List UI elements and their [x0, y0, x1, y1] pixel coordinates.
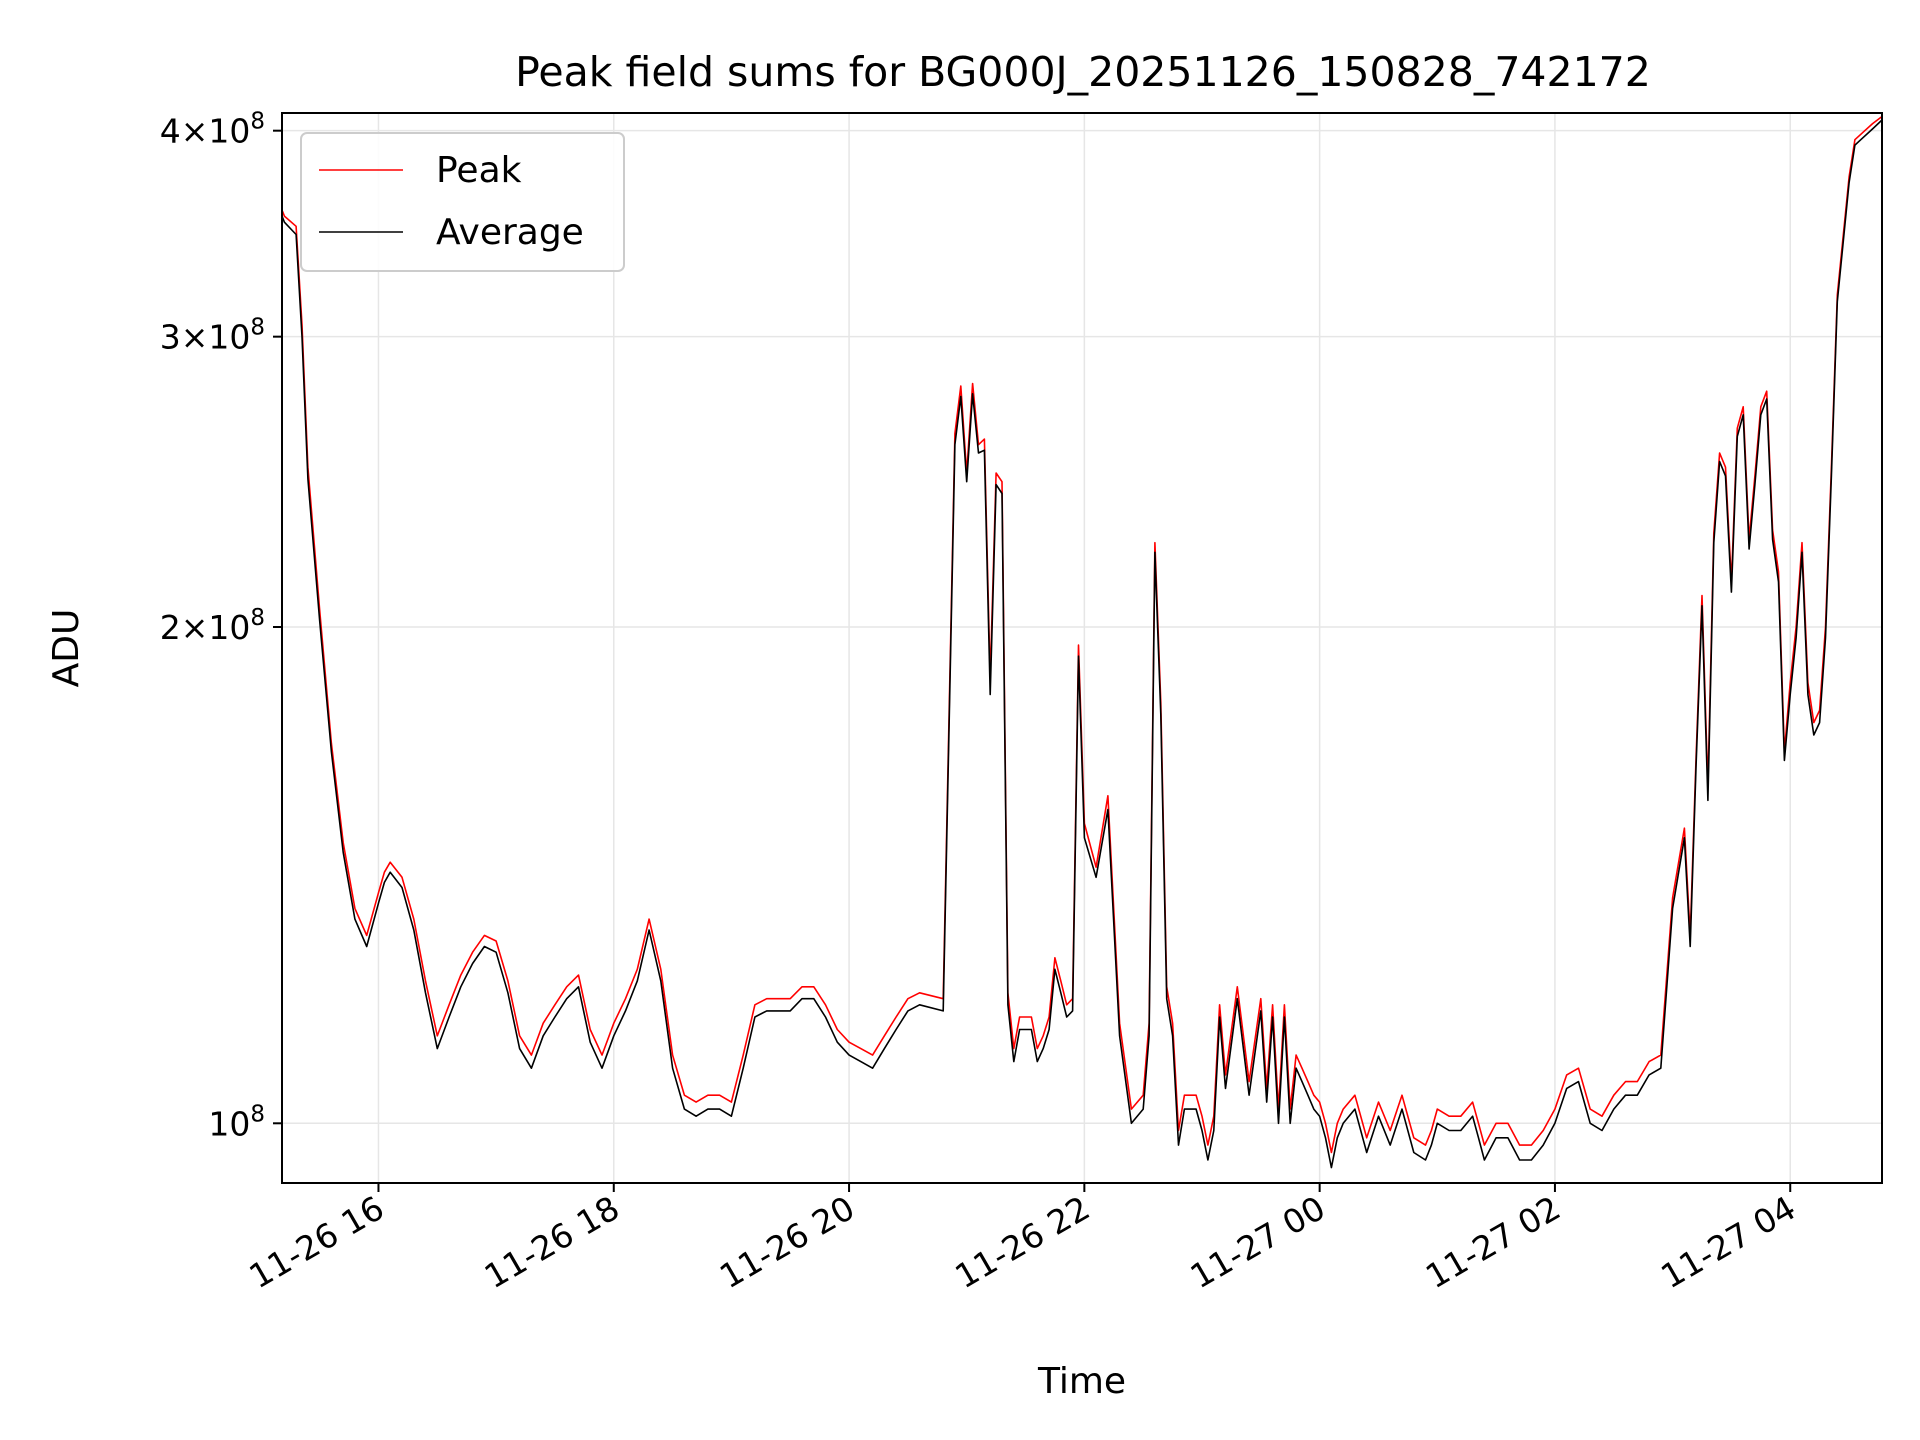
legend-box — [300, 132, 625, 272]
x-tick-label: 11-27 02 — [1419, 1188, 1567, 1296]
y-tick-label: 108 — [208, 1101, 265, 1143]
x-axis-label: Time — [1037, 1361, 1126, 1402]
chart-title: Peak field sums for BG000J_20251126_1508… — [515, 48, 1651, 96]
y-axis-label: ADU — [46, 609, 87, 688]
x-tick-label: 11-27 00 — [1184, 1188, 1332, 1296]
plot-frame — [281, 112, 1883, 1184]
series-line-average — [281, 119, 1883, 1169]
x-tick-label: 11-26 18 — [478, 1188, 626, 1296]
legend: Peak Average — [300, 132, 625, 272]
x-axis-ticks: 11-26 16 11-26 18 11-26 20 11-26 22 11-27 00… — [242, 1183, 1802, 1296]
legend-peak-label: Peak — [436, 150, 522, 191]
x-tick-label: 11-27 04 — [1654, 1188, 1802, 1296]
y-tick-label: 4×108 — [160, 109, 265, 151]
x-tick-label: 11-26 16 — [242, 1188, 390, 1296]
x-tick-label: 11-26 20 — [713, 1188, 861, 1296]
y-axis-ticks: 108 2×108 3×108 4×108 — [160, 109, 282, 1143]
x-tick-label: 11-26 22 — [948, 1188, 1096, 1296]
y-tick-label: 2×108 — [160, 605, 265, 647]
y-tick-label: 3×108 — [160, 315, 265, 357]
grid-lines — [282, 113, 1882, 1183]
legend-average-label: Average — [436, 212, 584, 253]
plot-series — [281, 115, 1883, 1169]
